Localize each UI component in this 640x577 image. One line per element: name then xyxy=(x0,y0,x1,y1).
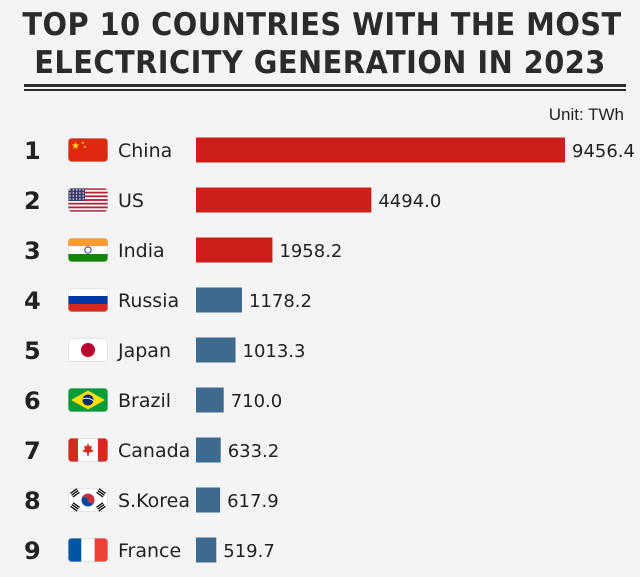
bar xyxy=(196,487,221,513)
japan-flag-icon xyxy=(68,338,108,362)
rank-label: 5 xyxy=(24,337,41,365)
bar xyxy=(196,237,273,263)
value-label: 519.7 xyxy=(223,541,275,562)
rank-label: 1 xyxy=(24,137,41,165)
france-flag-icon xyxy=(68,538,108,562)
bar xyxy=(196,387,224,413)
bar xyxy=(196,537,217,563)
chart-row: 5 Japan 1013.3 xyxy=(24,337,306,365)
chart-title-line-2: ELECTRICITY GENERATION IN 2023 xyxy=(34,45,606,81)
country-label: Russia xyxy=(118,290,179,312)
us-flag-icon xyxy=(68,188,108,212)
south-korea-flag-icon xyxy=(68,488,108,512)
china-flag-icon: ★ ★★ xyxy=(68,138,108,162)
title-underline xyxy=(24,84,626,87)
rank-label: 3 xyxy=(24,237,41,265)
title-underline-thin xyxy=(24,89,626,91)
value-label: 4494.0 xyxy=(378,191,441,212)
chart-row: 4 Russia 1178.2 xyxy=(24,287,312,315)
country-label: China xyxy=(118,140,172,162)
chart-row: 7 Canada 633.2 xyxy=(24,437,279,465)
value-label: 9456.4 xyxy=(572,141,635,162)
rank-label: 9 xyxy=(24,537,41,565)
bar xyxy=(196,287,242,313)
chart-row: 1 ★ ★★ China 9456.4 xyxy=(24,137,635,165)
canada-flag-icon xyxy=(68,438,108,462)
value-label: 1958.2 xyxy=(279,241,342,262)
country-label: Brazil xyxy=(118,390,171,412)
rank-label: 8 xyxy=(24,487,41,515)
brazil-flag-icon xyxy=(68,388,108,412)
rank-label: 4 xyxy=(24,287,41,315)
value-label: 710.0 xyxy=(231,391,283,412)
chart-row: 2 US 4494.0 xyxy=(24,187,441,215)
svg-text:★: ★ xyxy=(81,140,85,145)
value-label: 633.2 xyxy=(228,441,280,462)
bar xyxy=(196,137,565,163)
value-label: 1013.3 xyxy=(243,341,306,362)
chart-row: 6 Brazil 710.0 xyxy=(24,387,282,415)
rank-label: 7 xyxy=(24,437,41,465)
bar xyxy=(196,337,236,363)
chart-row: 9 France 519.7 xyxy=(24,537,275,565)
chart-title-line-1: TOP 10 COUNTRIES WITH THE MOST xyxy=(22,7,622,43)
value-label: 1178.2 xyxy=(249,291,312,312)
country-label: US xyxy=(118,190,144,212)
rank-label: 2 xyxy=(24,187,41,215)
country-label: France xyxy=(118,540,181,562)
value-label: 617.9 xyxy=(227,491,279,512)
rank-label: 6 xyxy=(24,387,41,415)
russia-flag-icon xyxy=(68,288,108,312)
bar xyxy=(196,437,221,463)
svg-text:★: ★ xyxy=(83,144,87,149)
chart-row: 8 S.Korea 617.9 xyxy=(24,487,279,515)
country-label: S.Korea xyxy=(118,490,190,512)
country-label: India xyxy=(118,240,165,262)
svg-text:★: ★ xyxy=(71,141,80,152)
india-flag-icon xyxy=(68,238,108,262)
chart-row: 3 India 1958.2 xyxy=(24,237,342,265)
country-label: Canada xyxy=(118,440,190,462)
country-label: Japan xyxy=(117,340,171,362)
unit-label: Unit: TWh xyxy=(548,105,624,124)
bar xyxy=(196,187,372,213)
